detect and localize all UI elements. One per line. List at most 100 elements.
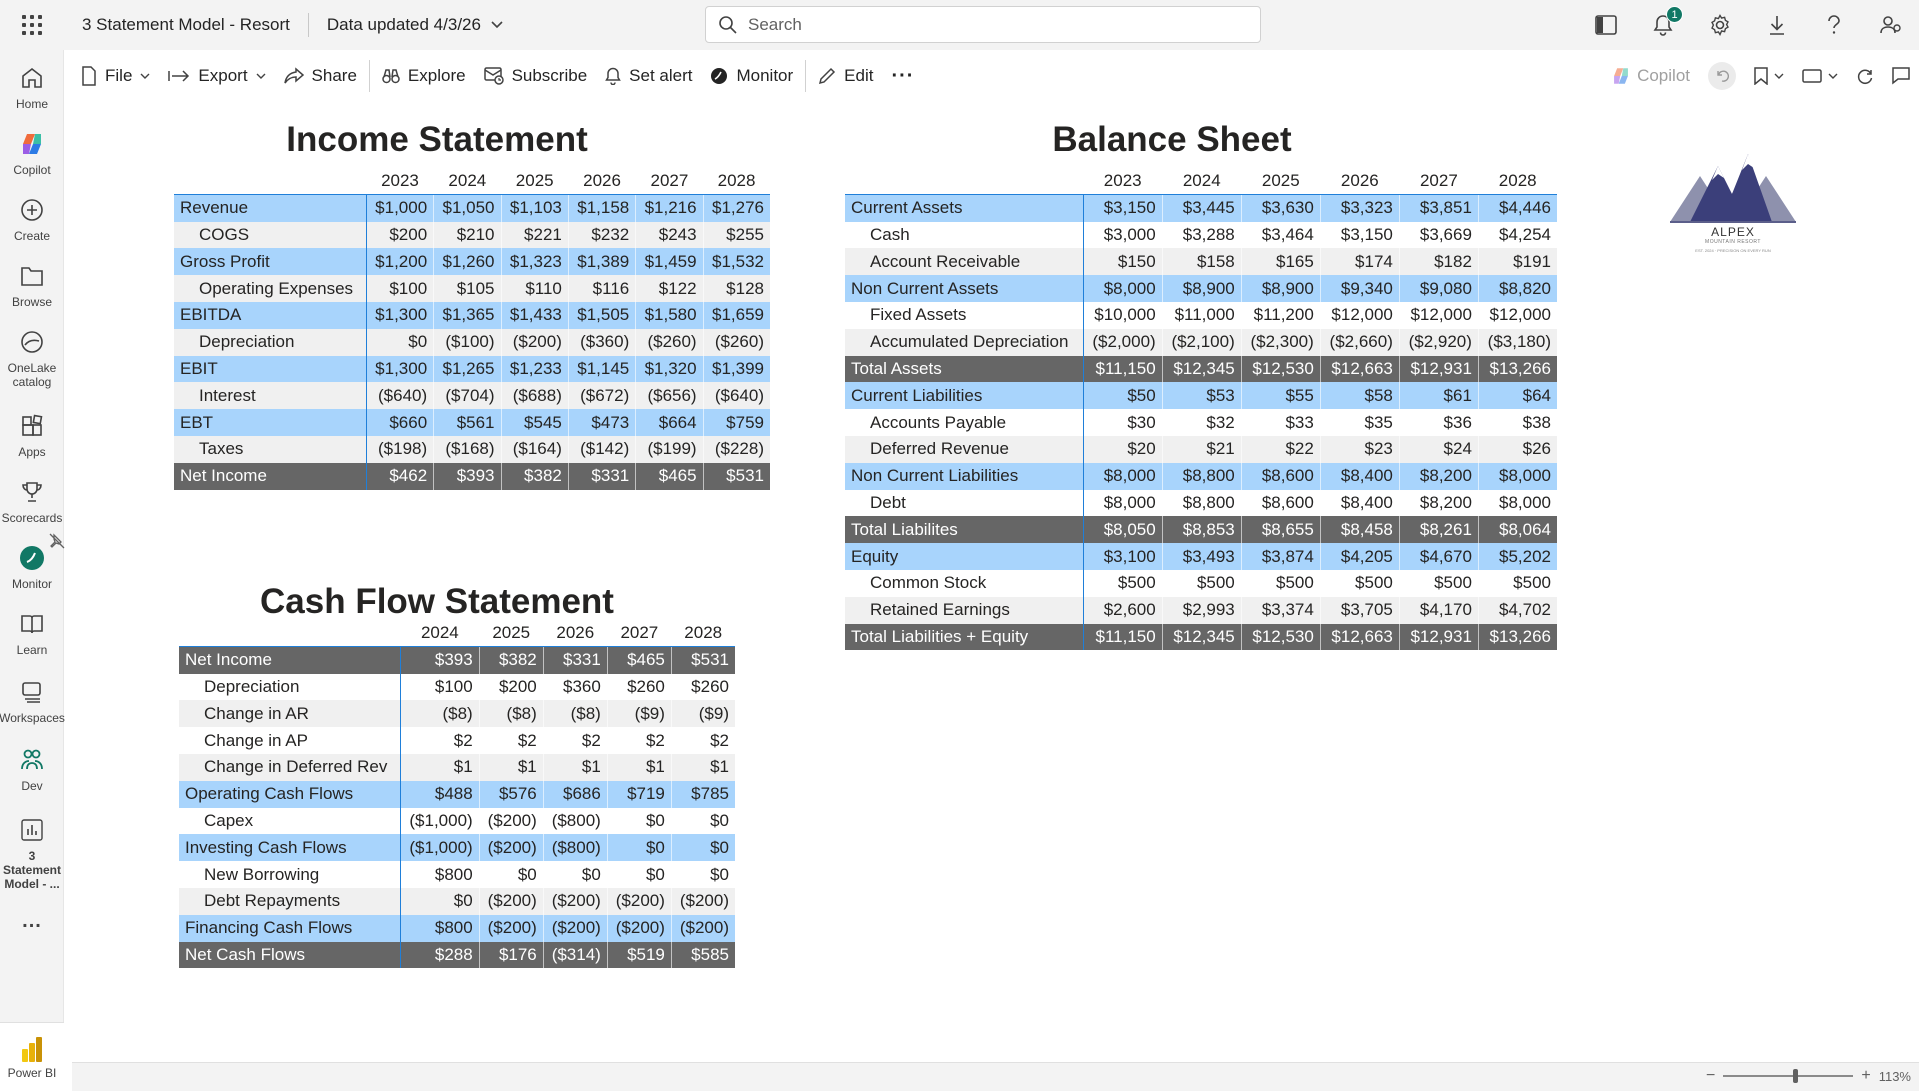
table-row[interactable]: Gross Profit $1,200 $1,260 $1,323 $1,389 $1,4… (174, 248, 770, 276)
year-header[interactable]: 2025 (1261, 171, 1300, 191)
nav-item-onelake-catalog[interactable]: OneLake catalog (0, 328, 64, 389)
table-row[interactable]: Retained Earnings $2,600 $2,993 $3,374 $3,70… (845, 596, 1557, 624)
table-row[interactable]: Debt Repayments $0 ($200) ($200) ($200) ($200… (179, 887, 735, 915)
table-row[interactable]: Non Current Liabilities $8,000 $8,800 $8,60… (845, 462, 1557, 490)
table-row[interactable]: Accumulated Depreciation ($2,000) ($2,100)… (845, 328, 1557, 356)
nav-item-workspaces[interactable]: Workspaces (0, 678, 65, 725)
year-header[interactable]: 2024 (420, 623, 459, 643)
table-row[interactable]: Accounts Payable $30 $32 $33 $35 $36 $38 (845, 409, 1557, 436)
nav-item-monitor[interactable]: Monitor (0, 544, 64, 591)
subscribe-button[interactable]: Subscribe (475, 56, 597, 96)
table-row[interactable]: Account Receivable $150 $158 $165 $174 $182 $1… (845, 248, 1557, 276)
income-statement-table[interactable]: 2023 2024 2025 2026 2027 2028 Revenue $1,000 $1,… (174, 168, 770, 490)
bookmark-button[interactable] (1745, 56, 1793, 96)
year-header[interactable]: 2028 (684, 623, 723, 643)
nav-item-apps[interactable]: Apps (0, 412, 64, 459)
nav-item-dev[interactable]: Dev (0, 746, 64, 793)
search-input[interactable] (748, 14, 1228, 35)
zoom-slider[interactable] (1723, 1069, 1854, 1083)
table-row[interactable]: Depreciation $0 ($100) ($200) ($360) ($260) ($… (174, 328, 770, 356)
panel-toggle-button[interactable] (1577, 0, 1634, 50)
table-row[interactable]: Total Liabilities + Equity $11,150 $12,345… (845, 623, 1557, 651)
year-header[interactable]: 2023 (1103, 171, 1142, 191)
table-row[interactable]: Total Assets $11,150 $12,345 $12,530 $12,663… (845, 355, 1557, 383)
nav-item-scorecards[interactable]: Scorecards (0, 478, 64, 525)
zoom-out-button[interactable]: − (1706, 1067, 1716, 1084)
balance-sheet-table[interactable]: 2023 2024 2025 2026 2027 2028 Current Assets $3… (845, 168, 1557, 651)
zoom-in-button[interactable]: + (1861, 1067, 1871, 1084)
table-row[interactable]: Change in AP $2 $2 $2 $2 $2 (179, 727, 735, 754)
powerbi-switcher[interactable]: Power BI (0, 1022, 64, 1091)
nav-item-current-report[interactable]: 3 Statement Model - ... (0, 816, 64, 891)
account-button[interactable] (1862, 0, 1919, 50)
nav-item-copilot[interactable]: Copilot (0, 130, 64, 177)
year-header[interactable]: 2024 (448, 171, 487, 191)
table-row[interactable]: Financing Cash Flows $800 ($200) ($200) ($20… (179, 914, 735, 942)
year-header[interactable]: 2026 (583, 171, 621, 191)
help-button[interactable] (1805, 0, 1862, 50)
table-row[interactable]: New Borrowing $800 $0 $0 $0 $0 (179, 861, 735, 888)
table-row[interactable]: Depreciation $100 $200 $360 $260 $260 (179, 673, 735, 701)
edit-button[interactable]: Edit (809, 56, 882, 96)
refresh-button[interactable] (1847, 56, 1883, 96)
year-header[interactable]: 2024 (1182, 171, 1221, 191)
table-row[interactable]: EBT $660 $561 $545 $473 $664 $759 (174, 409, 770, 436)
reset-button[interactable] (1699, 56, 1745, 96)
table-row[interactable]: Equity $3,100 $3,493 $3,874 $4,205 $4,670 $5,2… (845, 543, 1557, 570)
table-row[interactable]: Investing Cash Flows ($1,000) ($200) ($800)… (179, 834, 735, 862)
table-row[interactable]: Deferred Revenue $20 $21 $22 $23 $24 $26 (845, 435, 1557, 463)
table-row[interactable]: Non Current Assets $8,000 $8,900 $8,900 $9,3… (845, 275, 1557, 302)
table-row[interactable]: Current Assets $3,150 $3,445 $3,630 $3,323 $3… (845, 194, 1557, 222)
explore-button[interactable]: Explore (373, 56, 475, 96)
zoom-slider-thumb[interactable] (1793, 1069, 1799, 1083)
table-row[interactable]: Current Liabilities $50 $53 $55 $58 $61 $64 (845, 382, 1557, 410)
table-row[interactable]: COGS $200 $210 $221 $232 $243 $255 (174, 221, 770, 249)
year-header[interactable]: 2025 (515, 171, 554, 191)
table-row[interactable]: Capex ($1,000) ($200) ($800) $0 $0 (179, 807, 735, 835)
app-launcher-button[interactable] (0, 0, 64, 50)
table-row[interactable]: Total Liabilites $8,050 $8,853 $8,655 $8,458… (845, 516, 1557, 544)
nav-item-learn[interactable]: Learn (0, 610, 64, 657)
table-row[interactable]: Taxes ($198) ($168) ($164) ($142) ($199) ($228… (174, 435, 770, 463)
view-button[interactable] (1793, 56, 1847, 96)
cash-flow-table[interactable]: 2024 2025 2026 2027 2028 Net Income $393 $382 $3… (179, 620, 735, 969)
table-row[interactable]: Cash $3,000 $3,288 $3,464 $3,150 $3,669 $4,254 (845, 221, 1557, 249)
table-row[interactable]: Change in AR ($8) ($8) ($8) ($9) ($9) (179, 700, 735, 728)
file-menu-button[interactable]: File (72, 56, 159, 96)
table-row[interactable]: Operating Expenses $100 $105 $110 $116 $122 $1… (174, 275, 770, 302)
nav-more-button[interactable]: ... (0, 910, 64, 933)
year-header[interactable]: 2027 (1419, 171, 1458, 191)
table-row[interactable]: Net Income $393 $382 $331 $465 $531 (179, 646, 735, 674)
unpin-icon[interactable] (48, 532, 66, 555)
table-row[interactable]: Debt $8,000 $8,800 $8,600 $8,400 $8,200 $8,000 (845, 489, 1557, 517)
export-menu-button[interactable]: Export (159, 56, 274, 96)
table-row[interactable]: EBIT $1,300 $1,265 $1,233 $1,145 $1,320 $1,399 (174, 355, 770, 383)
table-row[interactable]: EBITDA $1,300 $1,365 $1,433 $1,505 $1,580 $1,6… (174, 301, 770, 329)
table-row[interactable]: Net Cash Flows $288 $176 ($314) $519 $585 (179, 941, 735, 969)
table-row[interactable]: Change in Deferred Rev $1 $1 $1 $1 $1 (179, 753, 735, 781)
year-header[interactable]: 2026 (556, 623, 595, 643)
nav-item-home[interactable]: Home (0, 64, 64, 111)
comments-button[interactable] (1883, 56, 1919, 96)
share-button[interactable]: Share (275, 56, 366, 96)
year-header[interactable]: 2025 (492, 623, 531, 643)
nav-item-create[interactable]: Create (0, 196, 64, 243)
table-row[interactable]: Interest ($640) ($704) ($688) ($672) ($656) ($… (174, 382, 770, 410)
search-box[interactable] (705, 6, 1261, 43)
settings-button[interactable] (1691, 0, 1748, 50)
year-header[interactable]: 2023 (381, 171, 419, 191)
set-alert-button[interactable]: Set alert (596, 56, 701, 96)
monitor-button[interactable]: Monitor (701, 56, 802, 96)
download-button[interactable] (1748, 0, 1805, 50)
copilot-button[interactable]: Copilot (1602, 56, 1699, 96)
table-row[interactable]: Revenue $1,000 $1,050 $1,103 $1,158 $1,216 $1,… (174, 194, 770, 222)
table-row[interactable]: Net Income $462 $393 $382 $331 $465 $531 (174, 462, 770, 490)
notifications-button[interactable]: 1 (1634, 0, 1691, 50)
table-row[interactable]: Fixed Assets $10,000 $11,000 $11,200 $12,000… (845, 301, 1557, 329)
nav-item-browse[interactable]: Browse (0, 262, 64, 309)
more-options-button[interactable]: ··· (882, 56, 923, 96)
year-header[interactable]: 2028 (1498, 171, 1537, 191)
data-updated-dropdown[interactable]: Data updated 4/3/26 (327, 15, 503, 35)
year-header[interactable]: 2027 (650, 171, 689, 191)
year-header[interactable]: 2026 (1340, 171, 1379, 191)
